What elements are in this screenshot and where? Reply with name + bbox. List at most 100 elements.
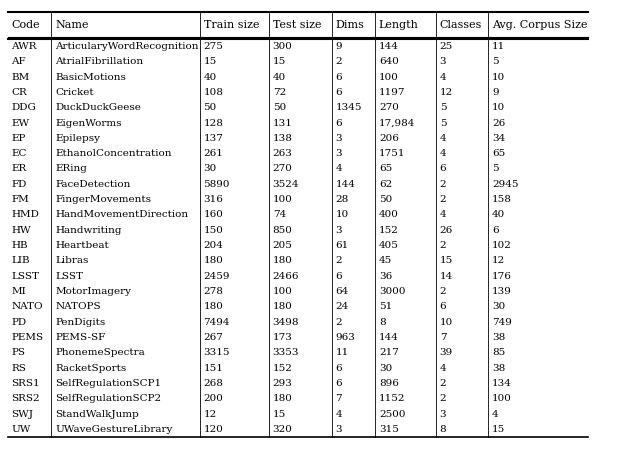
Text: 50: 50 bbox=[273, 103, 286, 112]
Text: 2: 2 bbox=[440, 379, 446, 388]
Text: Cricket: Cricket bbox=[55, 88, 93, 97]
Text: RS: RS bbox=[12, 364, 26, 373]
Text: 4: 4 bbox=[440, 149, 446, 158]
Text: HMD: HMD bbox=[12, 211, 40, 219]
Text: FaceDetection: FaceDetection bbox=[55, 180, 131, 189]
Text: 6: 6 bbox=[335, 119, 342, 127]
Text: 400: 400 bbox=[379, 211, 399, 219]
Text: MI: MI bbox=[12, 287, 26, 296]
Text: Heartbeat: Heartbeat bbox=[55, 241, 109, 250]
Text: 151: 151 bbox=[204, 364, 223, 373]
Text: 40: 40 bbox=[204, 72, 217, 82]
Text: EthanolConcentration: EthanolConcentration bbox=[55, 149, 172, 158]
Text: AWR: AWR bbox=[12, 42, 37, 51]
Text: 1197: 1197 bbox=[379, 88, 405, 97]
Text: EigenWorms: EigenWorms bbox=[55, 119, 122, 127]
Text: 2: 2 bbox=[335, 318, 342, 326]
Text: 5: 5 bbox=[440, 103, 446, 112]
Text: 15: 15 bbox=[440, 256, 453, 265]
Text: 40: 40 bbox=[273, 72, 286, 82]
Text: CR: CR bbox=[12, 88, 28, 97]
Text: 217: 217 bbox=[379, 348, 399, 357]
Text: 180: 180 bbox=[273, 394, 292, 403]
Text: 268: 268 bbox=[204, 379, 223, 388]
Text: 100: 100 bbox=[492, 394, 512, 403]
Text: 2: 2 bbox=[440, 195, 446, 204]
Text: 3: 3 bbox=[335, 226, 342, 235]
Text: 28: 28 bbox=[335, 195, 349, 204]
Text: FingerMovements: FingerMovements bbox=[55, 195, 151, 204]
Text: 850: 850 bbox=[273, 226, 292, 235]
Text: 173: 173 bbox=[273, 333, 292, 342]
Text: 263: 263 bbox=[273, 149, 292, 158]
Text: 640: 640 bbox=[379, 57, 399, 66]
Text: 2: 2 bbox=[335, 256, 342, 265]
Text: 138: 138 bbox=[273, 134, 292, 143]
Text: 38: 38 bbox=[492, 364, 506, 373]
Text: 64: 64 bbox=[335, 287, 349, 296]
Text: PenDigits: PenDigits bbox=[55, 318, 106, 326]
Text: EP: EP bbox=[12, 134, 26, 143]
Text: 1152: 1152 bbox=[379, 394, 405, 403]
Text: UW: UW bbox=[12, 425, 31, 434]
Text: 10: 10 bbox=[492, 103, 506, 112]
Text: 144: 144 bbox=[379, 42, 399, 51]
Text: 30: 30 bbox=[204, 164, 217, 173]
Text: 6: 6 bbox=[335, 364, 342, 373]
Text: 160: 160 bbox=[204, 211, 223, 219]
Text: DuckDuckGeese: DuckDuckGeese bbox=[55, 103, 141, 112]
Text: 7494: 7494 bbox=[204, 318, 230, 326]
Text: Dims: Dims bbox=[335, 20, 364, 30]
Text: 6: 6 bbox=[440, 302, 446, 311]
Text: 128: 128 bbox=[204, 119, 223, 127]
Text: 15: 15 bbox=[273, 57, 286, 66]
Text: 749: 749 bbox=[492, 318, 512, 326]
Text: 6: 6 bbox=[335, 379, 342, 388]
Text: 100: 100 bbox=[273, 195, 292, 204]
Text: 3: 3 bbox=[335, 134, 342, 143]
Text: 65: 65 bbox=[492, 149, 506, 158]
Text: 9: 9 bbox=[335, 42, 342, 51]
Text: 4: 4 bbox=[492, 410, 499, 418]
Text: FM: FM bbox=[12, 195, 29, 204]
Text: 6: 6 bbox=[335, 88, 342, 97]
Text: 120: 120 bbox=[204, 425, 223, 434]
Text: 300: 300 bbox=[273, 42, 292, 51]
Text: 3: 3 bbox=[335, 149, 342, 158]
Text: 2466: 2466 bbox=[273, 272, 299, 281]
Text: 3: 3 bbox=[440, 410, 446, 418]
Text: HB: HB bbox=[12, 241, 28, 250]
Text: Epilepsy: Epilepsy bbox=[55, 134, 100, 143]
Text: ERing: ERing bbox=[55, 164, 87, 173]
Text: 10: 10 bbox=[492, 72, 506, 82]
Text: 180: 180 bbox=[273, 302, 292, 311]
Text: 144: 144 bbox=[379, 333, 399, 342]
Text: 152: 152 bbox=[379, 226, 399, 235]
Text: 9: 9 bbox=[492, 88, 499, 97]
Text: 144: 144 bbox=[335, 180, 355, 189]
Text: SRS1: SRS1 bbox=[12, 379, 40, 388]
Text: HandMovementDirection: HandMovementDirection bbox=[55, 211, 188, 219]
Text: SWJ: SWJ bbox=[12, 410, 33, 418]
Text: 5: 5 bbox=[492, 164, 499, 173]
Text: 180: 180 bbox=[204, 256, 223, 265]
Text: 39: 39 bbox=[440, 348, 453, 357]
Text: NATO: NATO bbox=[12, 302, 43, 311]
Text: 8: 8 bbox=[440, 425, 446, 434]
Text: 4: 4 bbox=[440, 364, 446, 373]
Text: Test size: Test size bbox=[273, 20, 321, 30]
Text: 100: 100 bbox=[273, 287, 292, 296]
Text: 85: 85 bbox=[492, 348, 506, 357]
Text: 15: 15 bbox=[492, 425, 506, 434]
Text: 4: 4 bbox=[335, 164, 342, 173]
Text: ER: ER bbox=[12, 164, 27, 173]
Text: 293: 293 bbox=[273, 379, 292, 388]
Text: 11: 11 bbox=[335, 348, 349, 357]
Text: 320: 320 bbox=[273, 425, 292, 434]
Text: 158: 158 bbox=[492, 195, 512, 204]
Text: 176: 176 bbox=[492, 272, 512, 281]
Text: 6: 6 bbox=[492, 226, 499, 235]
Text: 36: 36 bbox=[379, 272, 392, 281]
Text: NATOPS: NATOPS bbox=[55, 302, 100, 311]
Text: SRS2: SRS2 bbox=[12, 394, 40, 403]
